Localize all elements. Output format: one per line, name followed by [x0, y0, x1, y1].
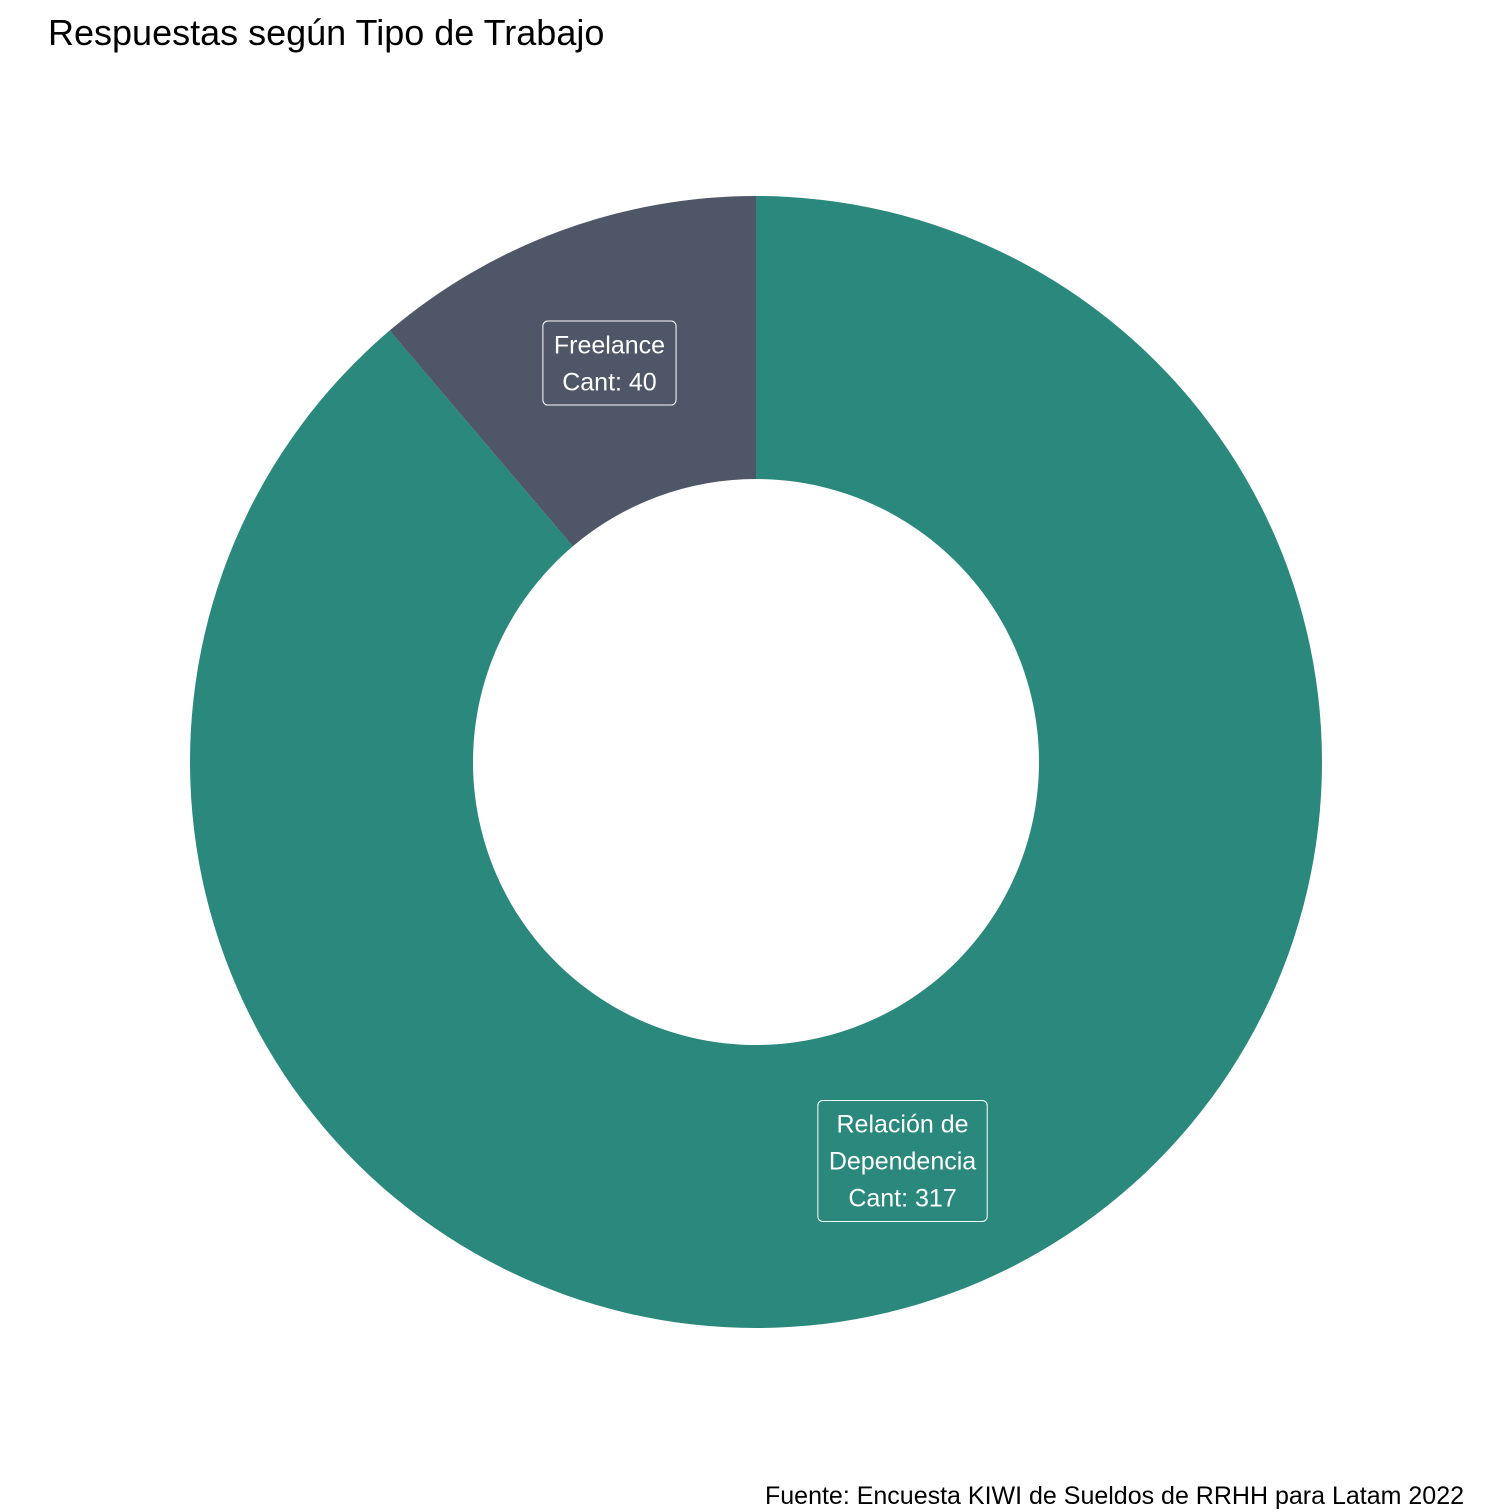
slice-label-line: Freelance: [554, 331, 665, 359]
chart-title: Respuestas según Tipo de Trabajo: [48, 12, 605, 53]
slice-relaci-n-de-dependencia: [190, 196, 1322, 1328]
slice-label: Freelance Cant: 40: [542, 320, 677, 406]
slice-label-line: Dependencia: [829, 1148, 976, 1176]
labels-layer: Relación de Dependencia Cant: 317 Freelance…: [542, 320, 988, 1222]
slice-freelance: [389, 196, 756, 547]
slice-label: Relación de Dependencia Cant: 317: [817, 1099, 988, 1222]
chart-caption: Fuente: Encuesta KIWI de Sueldos de RRHH…: [765, 1482, 1464, 1510]
slice-label-line: Cant: 40: [562, 368, 657, 396]
slice-label-box: [542, 320, 677, 406]
slice-label-box: [817, 1099, 988, 1222]
slice-label-line: Cant: 317: [848, 1185, 956, 1213]
slice-label-line: Relación de: [837, 1111, 969, 1139]
slices-layer: [190, 196, 1322, 1328]
